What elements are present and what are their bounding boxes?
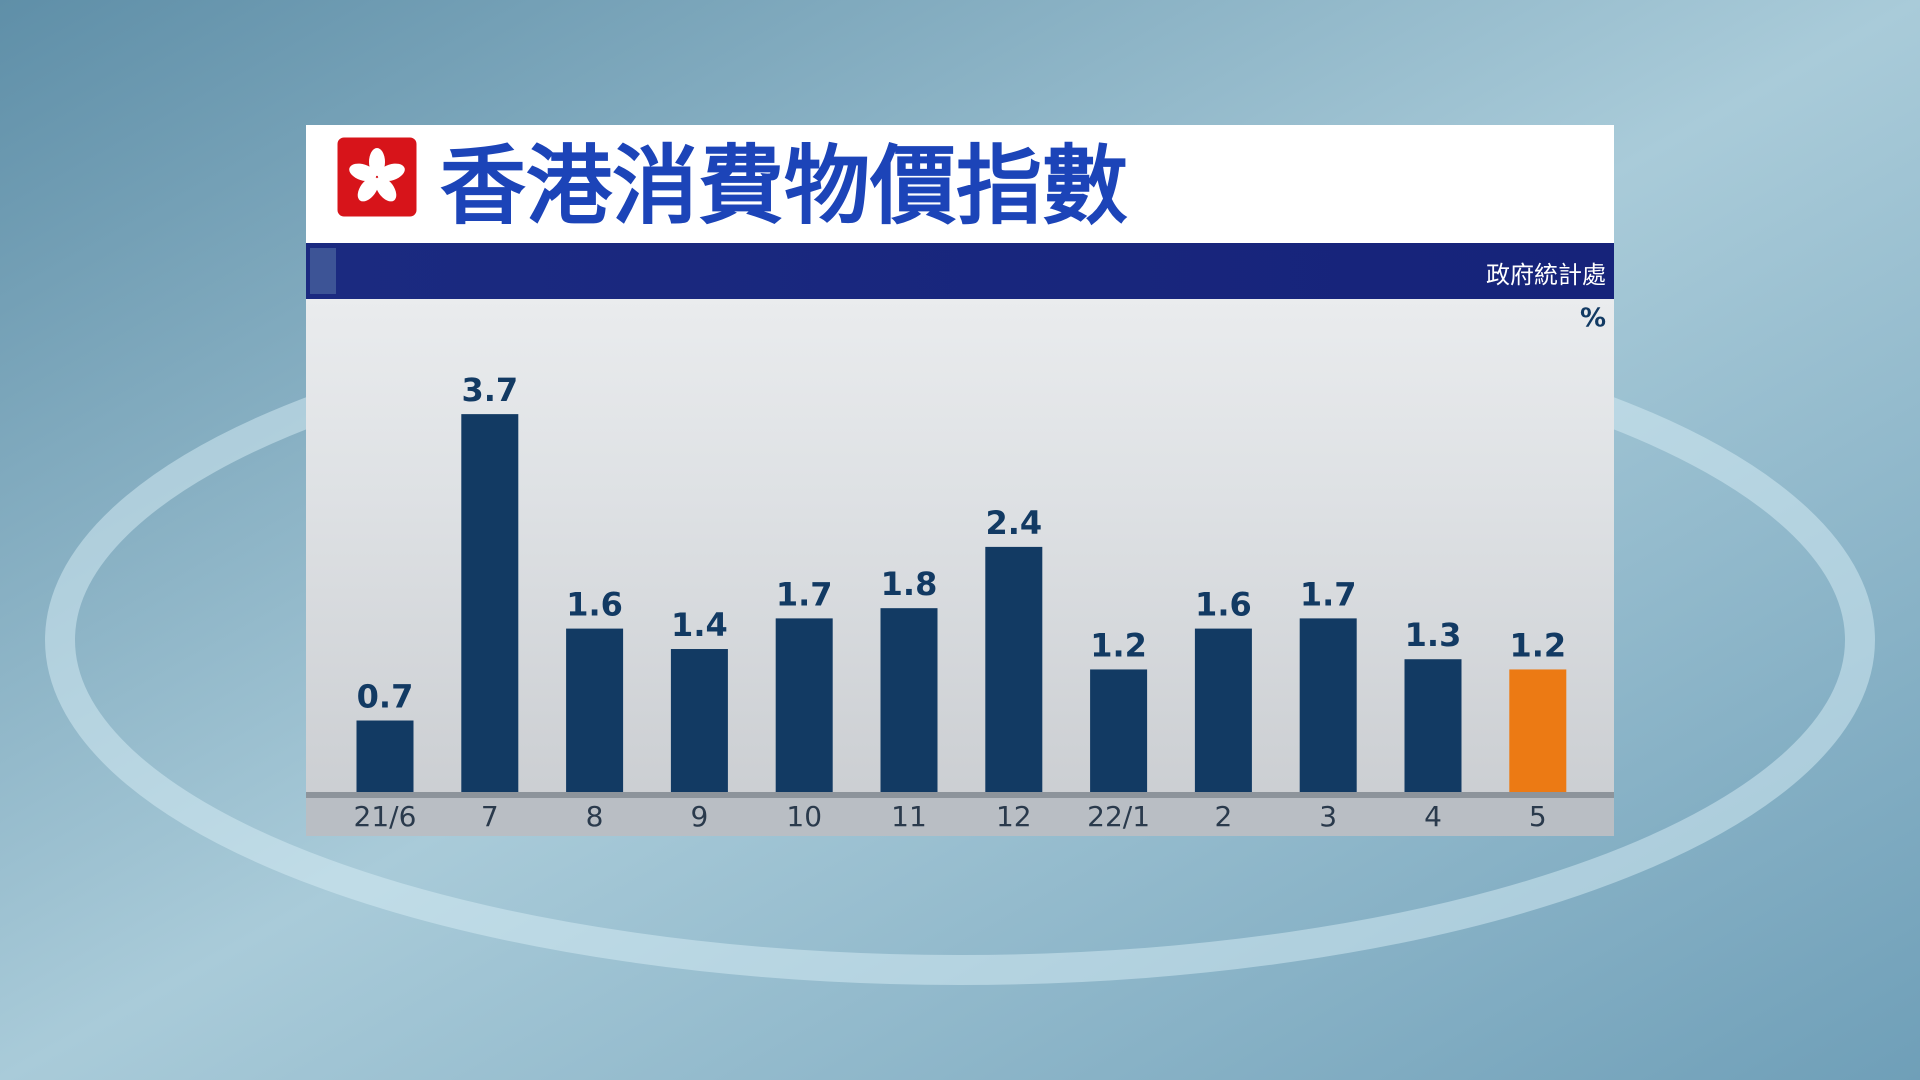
bar bbox=[670, 649, 728, 792]
value-label: 0.7 bbox=[357, 678, 414, 716]
value-label: 1.6 bbox=[1195, 586, 1252, 624]
value-label: 1.8 bbox=[881, 565, 938, 603]
x-tick-label: 5 bbox=[1529, 800, 1547, 833]
bar bbox=[1090, 669, 1148, 792]
flag-icon bbox=[334, 134, 420, 220]
bar bbox=[356, 720, 414, 792]
value-label: 1.3 bbox=[1405, 616, 1462, 654]
value-label: 1.4 bbox=[671, 606, 728, 644]
x-tick-label: 2 bbox=[1214, 800, 1232, 833]
bar bbox=[461, 414, 519, 792]
x-tick-label: 22/1 bbox=[1087, 800, 1150, 833]
value-label: 1.6 bbox=[566, 586, 623, 624]
x-tick-label: 3 bbox=[1319, 800, 1337, 833]
x-tick-label: 9 bbox=[690, 800, 708, 833]
bar bbox=[985, 546, 1043, 792]
x-tick-label: 4 bbox=[1424, 800, 1442, 833]
value-label: 1.2 bbox=[1090, 626, 1147, 664]
bar bbox=[1404, 659, 1462, 792]
source: 政府統計處 bbox=[1486, 261, 1606, 289]
title-band bbox=[306, 243, 1614, 299]
value-label: 1.2 bbox=[1509, 626, 1566, 664]
value-label: 1.7 bbox=[1300, 575, 1357, 613]
x-tick-label: 10 bbox=[786, 800, 822, 833]
bar bbox=[1194, 628, 1252, 792]
axis-strip bbox=[306, 792, 1614, 836]
value-label: 2.4 bbox=[985, 504, 1042, 542]
band-accent bbox=[310, 248, 336, 294]
title-area bbox=[306, 125, 1614, 243]
baseline bbox=[306, 792, 1614, 798]
bar bbox=[566, 628, 624, 792]
x-tick-label: 8 bbox=[586, 800, 604, 833]
x-tick-label: 11 bbox=[891, 800, 927, 833]
x-tick-label: 7 bbox=[481, 800, 499, 833]
unit-label: % bbox=[1580, 304, 1606, 334]
bar bbox=[1299, 618, 1357, 792]
bar bbox=[775, 618, 833, 792]
bar bbox=[880, 608, 938, 792]
value-label: 1.7 bbox=[776, 575, 833, 613]
bar bbox=[1509, 669, 1567, 792]
value-label: 3.7 bbox=[461, 371, 518, 409]
x-tick-label: 21/6 bbox=[354, 800, 417, 833]
x-tick-label: 12 bbox=[996, 800, 1032, 833]
chart-title: 香港消費物價指數 bbox=[440, 136, 1128, 236]
panel bbox=[306, 125, 1614, 836]
